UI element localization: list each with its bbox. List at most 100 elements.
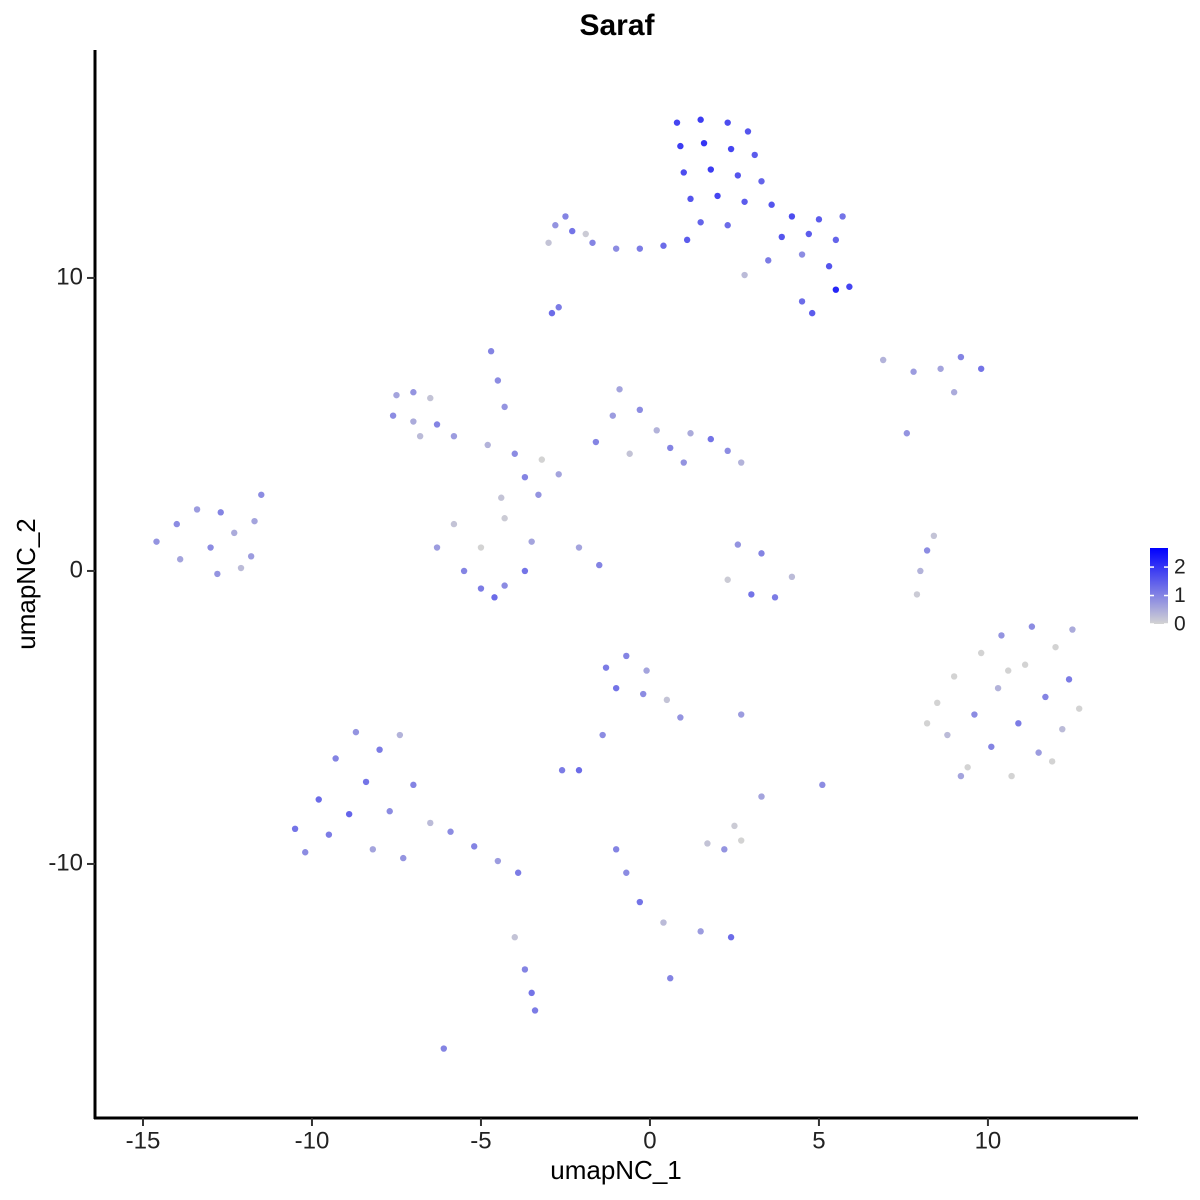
point [555,304,562,311]
point [677,714,684,721]
point [612,245,620,252]
x-tick-label: 0 [643,1127,656,1154]
point [687,430,694,437]
point [592,438,600,446]
point [562,213,569,220]
point [626,450,633,457]
point [971,711,978,718]
point [501,582,508,589]
point [798,298,806,305]
point [450,432,458,440]
point [427,819,434,827]
point [1008,772,1015,780]
point [1052,643,1059,651]
point [1035,749,1042,756]
point [362,778,370,786]
point [721,846,728,853]
point [521,567,529,575]
point [636,245,644,252]
point [1028,623,1036,630]
points [153,116,1083,1052]
x-tick-label: -10 [295,1127,330,1154]
point [291,825,299,833]
point [957,772,965,780]
point [511,934,518,941]
point [460,567,468,575]
point [231,529,238,537]
point [1065,676,1073,683]
point [582,230,589,238]
colorbar-label: 1 [1174,584,1186,607]
point [433,544,441,551]
point [558,767,566,774]
point [555,471,562,478]
point [994,684,1002,692]
point [825,263,833,270]
point [903,430,911,437]
point [416,432,424,440]
point [400,854,407,862]
point [369,846,377,853]
point [778,233,785,241]
point [501,515,508,522]
point [727,145,735,153]
point [950,673,958,680]
y-tick-label: 0 [70,556,83,583]
point [734,541,742,548]
point [758,793,765,800]
point [176,556,184,563]
point [977,649,985,657]
point [768,201,775,208]
point [247,553,255,560]
point [153,538,160,545]
point [548,309,556,317]
point [839,213,846,220]
point [538,456,546,463]
point [514,869,522,876]
point [660,919,667,926]
point [1005,667,1012,674]
point [744,128,752,135]
point [808,309,816,317]
point [680,459,687,466]
y-tick-label: -10 [48,849,83,876]
colorbar [1150,548,1168,624]
point [477,544,485,551]
point [1015,720,1022,727]
point [386,808,393,815]
point [217,509,224,516]
x-tick-label: -15 [126,1127,161,1154]
point [910,368,917,375]
point [325,831,333,838]
point [302,849,309,856]
x-axis-label: umapNC_1 [550,1155,682,1185]
point [352,728,360,736]
point [697,116,704,123]
point [1042,693,1049,701]
point [552,222,559,229]
point [602,664,610,671]
point [440,1045,447,1052]
point [687,195,694,203]
point [528,538,535,545]
point [988,743,995,750]
point [707,166,714,173]
point [738,459,745,466]
x-tick-label: 10 [975,1127,1002,1154]
point [1069,626,1076,633]
point [923,547,931,554]
point [616,386,623,393]
point [612,684,620,692]
point [471,843,478,850]
point [535,491,542,498]
point [207,544,214,551]
point [741,198,748,205]
point [575,767,583,774]
point [738,711,745,718]
point [433,421,441,428]
point [667,975,674,982]
point [498,494,505,501]
point [491,594,498,601]
point [396,731,404,739]
